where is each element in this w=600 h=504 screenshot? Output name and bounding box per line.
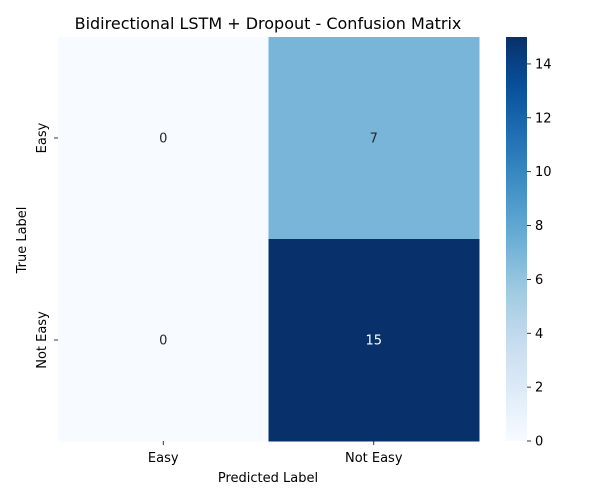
colorbar-tick-label: 12 [535, 111, 552, 126]
heatmap-cell [58, 239, 269, 442]
x-axis-label: Predicted Label [218, 471, 318, 486]
y-axis-label: True Label [15, 207, 30, 275]
heatmap-cell [268, 37, 480, 240]
x-tick-label: Not Easy [345, 451, 403, 466]
colorbar-tick-label: 2 [535, 381, 543, 396]
y-tick-label: Easy [35, 122, 50, 153]
colorbar-tick-label: 4 [535, 327, 543, 342]
y-axis-ticks: Easy Not Easy [35, 122, 58, 369]
x-tick-label: Easy [148, 451, 179, 466]
colorbar-ticks: 0 2 4 6 8 10 12 14 [527, 57, 552, 450]
colorbar-tick-label: 6 [535, 273, 543, 288]
colorbar-tick-label: 0 [535, 435, 543, 450]
heatmap-cell-labels: 0 7 0 15 [159, 132, 382, 349]
cell-value-label: 7 [370, 132, 378, 147]
heatmap-cell [268, 239, 480, 442]
y-tick-label: Not Easy [35, 311, 50, 369]
chart-title: Bidirectional LSTM + Dropout - Confusion… [75, 14, 462, 33]
x-axis-ticks: Easy Not Easy [148, 441, 403, 466]
colorbar [506, 37, 527, 441]
heatmap-cell [58, 37, 269, 240]
cell-value-label: 0 [159, 132, 167, 147]
colorbar-tick-label: 10 [535, 165, 552, 180]
cell-value-label: 0 [159, 334, 167, 349]
heatmap-cells [58, 37, 480, 442]
colorbar-tick-label: 8 [535, 219, 543, 234]
cell-value-label: 15 [365, 334, 382, 349]
colorbar-tick-label: 14 [535, 57, 552, 72]
